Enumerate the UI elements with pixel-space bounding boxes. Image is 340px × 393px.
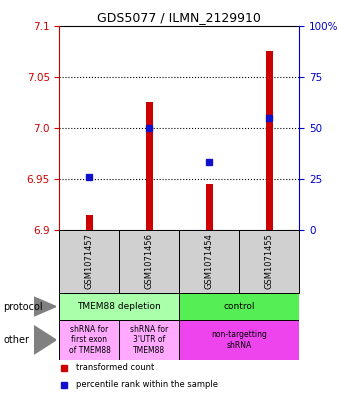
Bar (180, 230, 239, 293)
Text: other: other (3, 335, 29, 345)
Bar (146, 102, 153, 230)
Bar (59, 293, 180, 320)
Bar (266, 51, 273, 230)
Text: GSM1071455: GSM1071455 (265, 233, 274, 289)
Text: transformed count: transformed count (76, 364, 154, 373)
Polygon shape (34, 326, 56, 354)
Bar (59, 320, 119, 360)
Bar (119, 320, 180, 360)
Bar (59, 230, 119, 293)
Text: control: control (223, 302, 255, 311)
Text: GSM1071456: GSM1071456 (145, 233, 154, 289)
Text: percentile rank within the sample: percentile rank within the sample (76, 380, 218, 389)
Text: non-targetting
shRNA: non-targetting shRNA (211, 330, 267, 350)
Bar (86, 215, 93, 230)
Bar (239, 230, 299, 293)
Bar (119, 230, 180, 293)
Text: TMEM88 depletion: TMEM88 depletion (78, 302, 161, 311)
Text: shRNA for
3'UTR of
TMEM88: shRNA for 3'UTR of TMEM88 (130, 325, 169, 355)
Title: GDS5077 / ILMN_2129910: GDS5077 / ILMN_2129910 (98, 11, 261, 24)
Text: shRNA for
first exon
of TMEM88: shRNA for first exon of TMEM88 (69, 325, 110, 355)
Text: protocol: protocol (3, 301, 43, 312)
Bar (180, 293, 299, 320)
Text: GSM1071454: GSM1071454 (205, 233, 214, 289)
Bar (180, 320, 299, 360)
Text: GSM1071457: GSM1071457 (85, 233, 94, 289)
Polygon shape (34, 297, 56, 316)
Bar (206, 184, 213, 230)
